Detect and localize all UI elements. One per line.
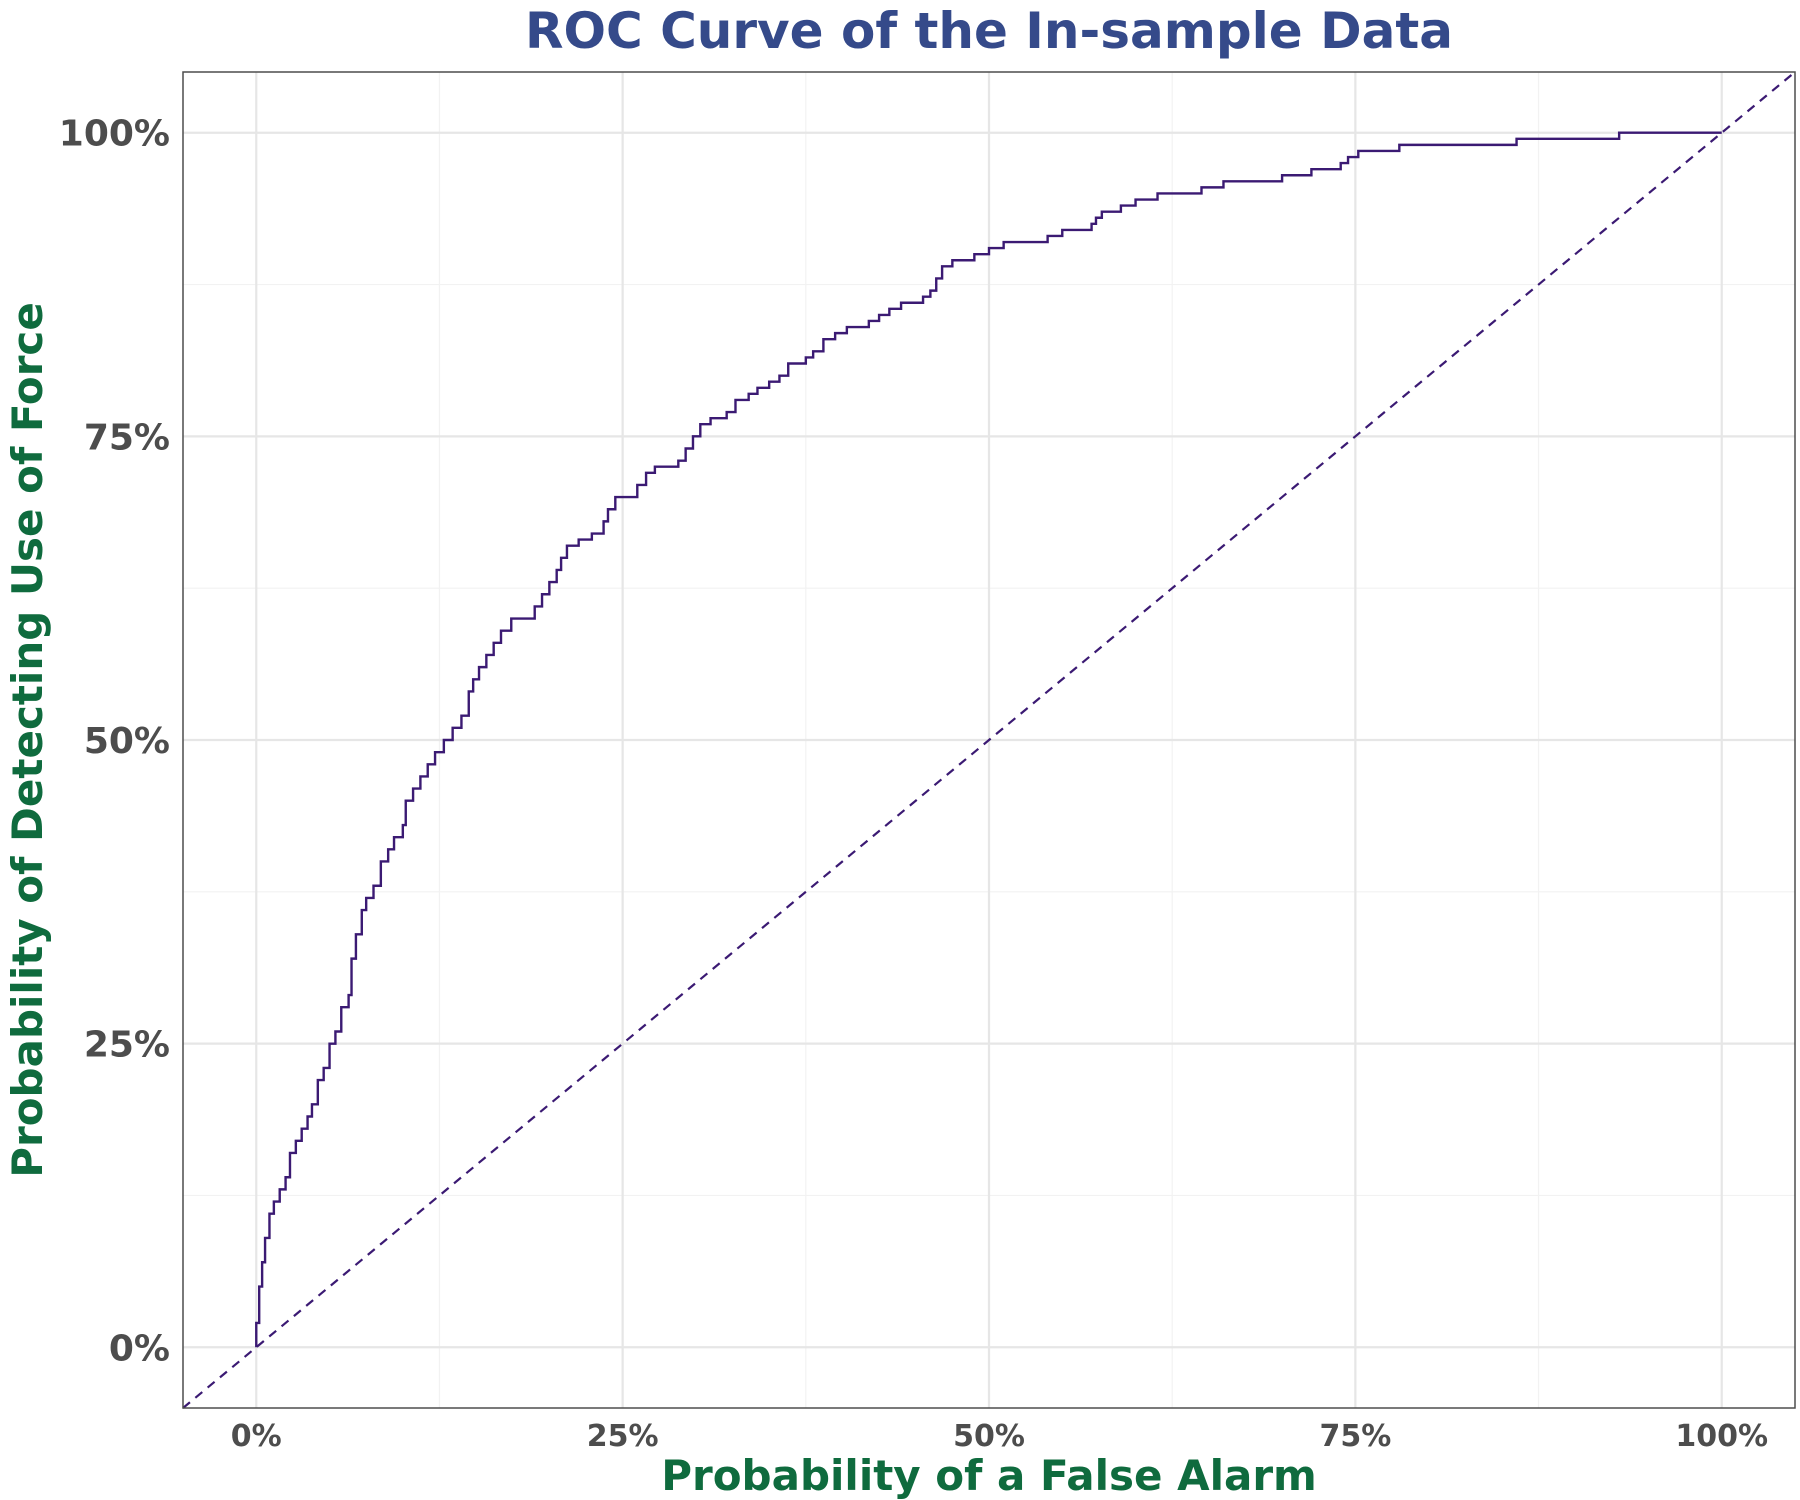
diagonal-reference-line: [182, 71, 1796, 1409]
y-axis-label: Probability of Detecting Use of Force: [3, 302, 52, 1178]
x-tick-labels: 0% 25% 50% 75% 100%: [231, 1419, 1768, 1454]
y-tick-labels: 0% 25% 50% 75% 100%: [59, 114, 170, 1370]
grid-layer: [183, 72, 1795, 1408]
x-tick-label: 0%: [231, 1419, 282, 1454]
y-tick-label: 100%: [59, 114, 170, 155]
x-tick-label: 25%: [587, 1419, 659, 1454]
x-tick-label: 50%: [953, 1419, 1025, 1454]
roc-curve-line: [255, 131, 1722, 1348]
y-tick-label: 0%: [109, 1328, 170, 1369]
x-tick-label: 100%: [1675, 1419, 1768, 1454]
y-tick-label: 25%: [84, 1025, 170, 1066]
x-tick-label: 75%: [1319, 1419, 1391, 1454]
panel-border: [182, 71, 1796, 1409]
y-tick-label: 50%: [84, 721, 170, 762]
x-axis-label: Probability of a False Alarm: [661, 1451, 1317, 1500]
y-tick-label: 75%: [84, 417, 170, 458]
chart-title: ROC Curve of the In-sample Data: [525, 2, 1453, 60]
series-layer: [182, 71, 1796, 1409]
